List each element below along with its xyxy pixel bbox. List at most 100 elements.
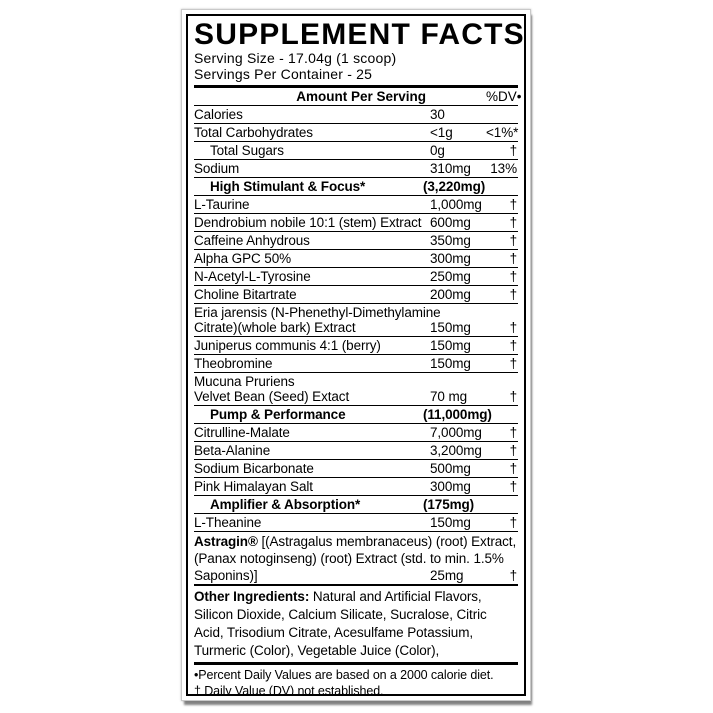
supplement-facts-panel: SUPPLEMENT FACTS Serving Size - 17.04g (… (181, 9, 531, 701)
amount-value: 600mg (430, 215, 471, 230)
ingredient-name: Juniperus communis 4:1 (berry) (194, 338, 381, 353)
astragin-line-1-rest: [(Astragalus membranaceus) (root) Extrac… (257, 534, 517, 549)
amount-value: 30 (430, 107, 445, 122)
ingredient-name: Mucuna Pruriens Velvet Bean (Seed) Extact (194, 374, 430, 404)
ingredient-row: Total Sugars 0g † (194, 142, 518, 160)
ingredient-row: Dendrobium nobile 10:1 (stem) Extract 600… (194, 214, 518, 232)
column-header-row: Amount Per Serving %DV• (194, 88, 521, 106)
astragin-line-3: Saponins)] 25mg † (194, 567, 518, 584)
label-title: SUPPLEMENT FACTS (194, 18, 525, 51)
amount-value: 7,000mg (430, 425, 482, 440)
amount-value: (175mg) (423, 497, 475, 512)
amount-value: (11,000mg) (423, 407, 492, 422)
dv-value: † (509, 425, 518, 440)
ingredient-row: Eria jarensis (N-Phenethyl-Dimethylamine… (194, 304, 518, 337)
other-ingredients-label: Other Ingredients: (194, 589, 310, 604)
ingredient-name: Sodium Bicarbonate (194, 461, 314, 476)
footnotes: •Percent Daily Values are based on a 200… (194, 665, 518, 696)
dv-value: † (509, 356, 518, 371)
astragin-line-1: Astragin® [(Astragalus membranaceus) (ro… (194, 533, 518, 550)
ingredient-name: Pink Himalayan Salt (194, 479, 313, 494)
ingredient-name: Caffeine Anhydrous (194, 233, 310, 248)
other-ingredients: Other Ingredients: Natural and Artificia… (194, 586, 518, 665)
dv-value: † (509, 338, 518, 353)
dv-value: † (509, 515, 518, 530)
ingredient-row: Juniperus communis 4:1 (berry) 150mg † (194, 337, 518, 355)
ingredient-row: Sodium 310mg 13% (194, 160, 518, 178)
amount-value: 300mg (430, 479, 471, 494)
dv-value (486, 107, 518, 122)
ingredient-name: Eria jarensis (N-Phenethyl-Dimethylamine… (194, 305, 441, 335)
ingredient-row: Beta-Alanine 3,200mg † (194, 442, 518, 460)
ingredient-row: Citrulline-Malate 7,000mg † (194, 424, 518, 442)
ingredient-name: N-Acetyl-L-Tyrosine (194, 269, 311, 284)
dv-value: † (509, 197, 518, 212)
footnote-percent-dv: •Percent Daily Values are based on a 200… (194, 668, 494, 682)
dv-value: † (509, 287, 518, 302)
ingredient-name-line: Velvet Bean (Seed) Extact (194, 389, 350, 404)
section-header-row: Amplifier & Absorption* (175mg) (194, 496, 518, 514)
amount-value: (3,220mg) (423, 179, 486, 194)
dv-value: † (509, 443, 518, 458)
dv-value: † (509, 568, 518, 583)
amount-value: 150mg (430, 320, 471, 335)
ingredient-name: Alpha GPC 50% (194, 251, 292, 266)
amount-per-serving-header: Amount Per Serving (296, 89, 426, 104)
ingredient-row: N-Acetyl-L-Tyrosine 250mg † (194, 268, 518, 286)
ingredient-rows: Calories 30 Total Carbohydrates <1g <1%* Tota… (194, 106, 518, 532)
header-divider (194, 85, 518, 88)
ingredient-name-line: Eria jarensis (N-Phenethyl-Dimethylamine (194, 305, 441, 320)
amount-value: 1,000mg (430, 197, 482, 212)
astragin-brand-name: Astragin® (194, 534, 258, 549)
ingredient-name: Citrulline-Malate (194, 425, 290, 440)
percent-dv-header: %DV• (486, 89, 522, 104)
amount-value: 25mg (430, 568, 464, 583)
amount-value: 3,200mg (430, 443, 482, 458)
astragin-line-3-name: Saponins)] (194, 568, 258, 583)
dv-value: † (509, 479, 518, 494)
amount-value: 70 mg (430, 389, 468, 404)
ingredient-name-line: Citrate)(whole bark) Extract (194, 320, 356, 335)
ingredient-name: Calories (194, 107, 243, 122)
ingredient-name: Beta-Alanine (194, 443, 271, 458)
ingredient-row: Sodium Bicarbonate 500mg † (194, 460, 518, 478)
amount-value: 200mg (430, 287, 471, 302)
dv-value: † (509, 389, 518, 404)
amount-value: 500mg (430, 461, 471, 476)
section-name: High Stimulant & Focus* (210, 179, 366, 194)
amount-value: 0g (430, 143, 445, 158)
dv-value: † (509, 233, 518, 248)
astragin-line-2: (Panax notoginseng) (root) Extract (std.… (194, 551, 504, 566)
dv-value: † (509, 215, 518, 230)
ingredient-name: Total Carbohydrates (194, 125, 313, 140)
ingredient-name-line: Mucuna Pruriens (194, 374, 295, 389)
astragin-row: Astragin® [(Astragalus membranaceus) (ro… (194, 532, 518, 586)
dv-value: <1%* (486, 125, 519, 140)
ingredient-name: Dendrobium nobile 10:1 (stem) Extract (194, 215, 422, 230)
ingredient-name: Theobromine (194, 356, 273, 371)
ingredient-name: Total Sugars (210, 143, 284, 158)
ingredient-row: Mucuna Pruriens Velvet Bean (Seed) Extact… (194, 373, 518, 406)
ingredient-name: L-Taurine (194, 197, 250, 212)
amount-value: 150mg (430, 356, 471, 371)
ingredient-row: L-Theanine 150mg † (194, 514, 518, 532)
dv-value (486, 179, 518, 194)
servings-per-container: Servings Per Container - 25 (194, 65, 373, 82)
footnote-daily-value: † Daily Value (DV) not established. (194, 683, 384, 696)
section-name: Pump & Performance (210, 407, 346, 422)
ingredient-row: Calories 30 (194, 106, 518, 124)
ingredient-row: Choline Bitartrate 200mg † (194, 286, 518, 304)
ingredient-row: Alpha GPC 50% 300mg † (194, 250, 518, 268)
ingredient-row: Pink Himalayan Salt 300mg † (194, 478, 518, 496)
supplement-facts-border: SUPPLEMENT FACTS Serving Size - 17.04g (… (186, 14, 526, 696)
dv-value: † (509, 143, 518, 158)
dv-value: † (509, 320, 518, 335)
amount-value: 310mg (430, 161, 471, 176)
dv-value (486, 407, 518, 422)
amount-value: 250mg (430, 269, 471, 284)
section-header-row: Pump & Performance (11,000mg) (194, 406, 518, 424)
serving-size: Serving Size - 17.04g (1 scoop) (194, 50, 397, 66)
ingredient-row: Theobromine 150mg † (194, 355, 518, 373)
ingredient-row: Caffeine Anhydrous 350mg † (194, 232, 518, 250)
dv-value: † (509, 251, 518, 266)
